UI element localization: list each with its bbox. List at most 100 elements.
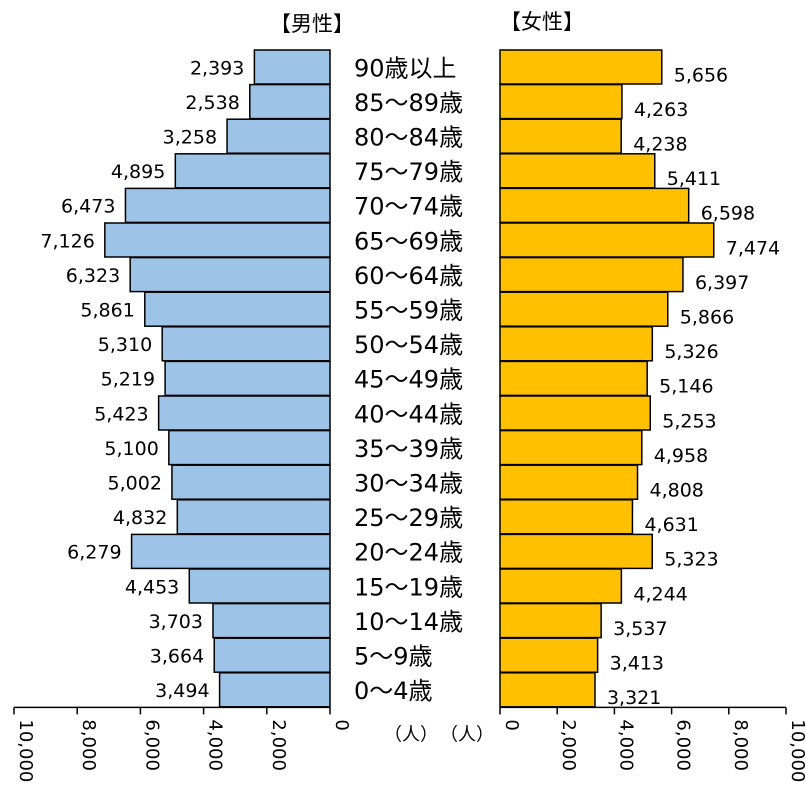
age-group-label: 60～64歳 (354, 262, 463, 290)
female-value-label: 4,244 (633, 583, 687, 605)
female-bar (499, 499, 634, 535)
female-bar (499, 222, 715, 258)
male-axis-tick-label: 6,000 (141, 719, 162, 771)
male-value-label: 3,703 (149, 611, 203, 633)
male-axis-tick-label: 8,000 (78, 719, 99, 771)
female-bar (499, 637, 599, 673)
female-value-label: 6,598 (701, 203, 755, 225)
female-value-label: 3,321 (607, 687, 661, 709)
age-group-label: 15～19歳 (354, 573, 463, 601)
male-value-label: 4,453 (125, 576, 179, 598)
male-value-label: 4,895 (111, 161, 165, 183)
male-value-label: 4,832 (113, 507, 167, 529)
male-bar (213, 637, 331, 673)
male-value-label: 5,861 (80, 300, 134, 322)
age-group-label: 70～74歳 (354, 193, 463, 221)
female-bar (499, 602, 602, 639)
female-value-label: 5,411 (667, 168, 721, 190)
age-group-label: 40～44歳 (354, 400, 463, 428)
female-axis-tick-label: 10,000 (787, 719, 806, 782)
female-value-label: 5,253 (662, 410, 716, 432)
male-bar (176, 499, 331, 535)
female-title: 【女性】 (500, 10, 584, 34)
male-bar (226, 118, 331, 154)
male-axis-tick-label: 2,000 (268, 719, 289, 771)
male-value-label: 2,393 (190, 57, 244, 79)
male-bar (124, 187, 331, 224)
female-axis-tick-label: 8,000 (730, 719, 751, 771)
female-value-label: 3,537 (613, 618, 667, 640)
male-value-label: 5,002 (108, 473, 162, 495)
male-bar (218, 672, 331, 708)
age-group-label: 85～89歳 (354, 89, 463, 117)
female-bar (499, 153, 656, 189)
female-bar (499, 533, 653, 570)
male-axis-tick-label: 4,000 (205, 719, 226, 771)
female-bar (499, 429, 643, 466)
male-value-label: 5,310 (98, 334, 152, 356)
female-value-label: 5,146 (659, 376, 713, 398)
age-group-label: 5～9歳 (354, 643, 433, 671)
female-bar (499, 672, 596, 708)
female-value-label: 5,323 (664, 549, 718, 571)
female-bar (499, 187, 690, 224)
male-bar (161, 326, 331, 362)
age-group-label: 25～29歳 (354, 504, 463, 532)
female-value-label: 4,238 (633, 134, 687, 156)
female-bar (499, 49, 663, 85)
male-value-label: 6,323 (66, 265, 120, 287)
male-title: 【男性】 (270, 12, 354, 36)
female-bar (499, 464, 639, 500)
male-bar (144, 291, 331, 327)
female-bar (499, 360, 648, 397)
male-bar (130, 533, 331, 570)
female-axis-tick-label: 6,000 (673, 719, 694, 771)
female-axis-tick-label: 4,000 (615, 719, 636, 771)
male-bar (249, 83, 331, 120)
female-bar (499, 568, 623, 604)
male-bar (104, 222, 331, 258)
age-group-label: 30～34歳 (354, 470, 463, 498)
male-value-label: 3,258 (163, 127, 217, 149)
female-axis-tick-label: 2,000 (558, 719, 579, 771)
male-value-label: 3,494 (155, 680, 209, 702)
female-bar (499, 256, 684, 293)
male-bar (129, 256, 331, 293)
female-value-label: 5,656 (674, 64, 728, 86)
male-bar (168, 429, 331, 466)
male-bar (164, 360, 331, 397)
age-group-label: 20～24歳 (354, 539, 463, 567)
age-group-label: 90歳以上 (354, 54, 457, 82)
female-value-label: 4,808 (650, 480, 704, 502)
male-unit-label: （人） (384, 724, 438, 745)
female-value-label: 7,474 (726, 237, 780, 259)
male-value-label: 2,538 (185, 92, 239, 114)
male-bar (188, 568, 331, 604)
age-group-label: 50～54歳 (354, 331, 463, 359)
male-bar (171, 464, 331, 500)
female-value-label: 5,326 (664, 341, 718, 363)
male-axis-tick-label: 10,000 (15, 719, 36, 782)
female-value-label: 4,958 (654, 445, 708, 467)
age-group-label: 35～39歳 (354, 435, 463, 463)
female-bar (499, 291, 669, 327)
male-value-label: 3,664 (150, 646, 204, 668)
male-value-label: 5,219 (101, 369, 155, 391)
male-bar (212, 602, 331, 639)
female-bar (499, 118, 622, 154)
male-value-label: 7,126 (40, 230, 94, 252)
female-bar (499, 326, 654, 362)
age-group-label: 0～4歳 (354, 677, 433, 705)
male-bar (253, 49, 331, 85)
male-bar (174, 153, 331, 189)
age-group-label: 65～69歳 (354, 227, 463, 255)
female-value-label: 3,413 (610, 653, 664, 675)
male-value-label: 5,100 (104, 438, 158, 460)
female-value-label: 4,631 (644, 514, 698, 536)
male-axis-tick-label: 0 (331, 719, 352, 730)
age-group-label: 75～79歳 (354, 158, 463, 186)
female-bar (499, 83, 623, 120)
age-group-label: 45～49歳 (354, 366, 463, 394)
male-value-label: 5,423 (94, 403, 148, 425)
